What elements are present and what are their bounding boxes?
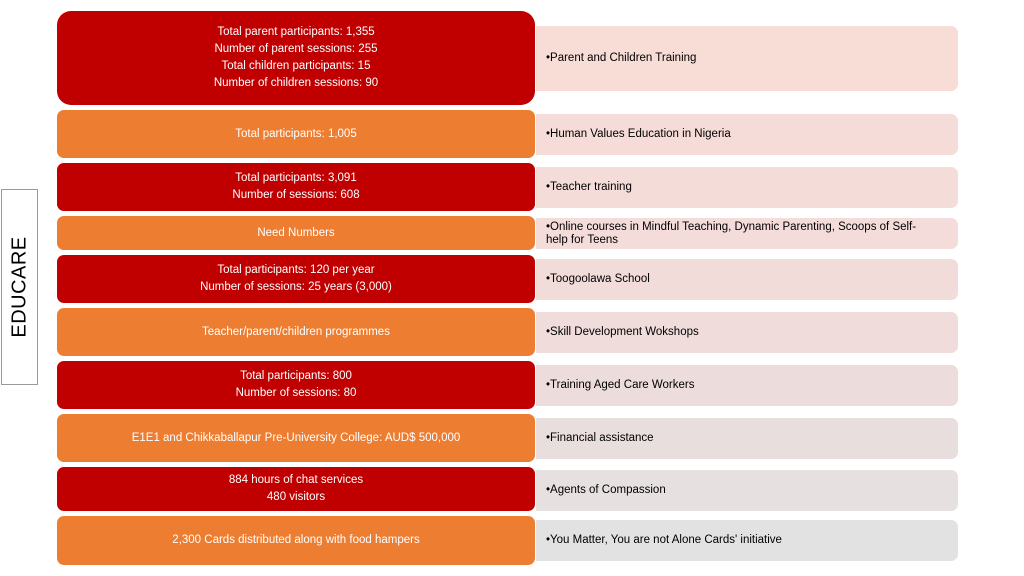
program-stat-line: Number of children sessions: 90 [213,77,379,89]
program-stat-line: Total participants: 120 per year [217,264,375,276]
program-stat-line: Total participants: 1,005 [235,127,357,140]
program-stats-box: Teacher/parent/children programmes [57,308,535,356]
program-stats-box: Total participants: 120 per year Number o… [57,255,535,303]
program-name-box: •Toogoolawa School [536,259,958,300]
program-name: •Toogoolawa School [546,273,650,285]
program-stats-box: Total participants: 1,005 [57,110,535,158]
program-name-box: •Skill Development Wokshops [536,312,958,353]
program-stat-line: Need Numbers [257,226,335,239]
program-stat-line: Total participants: 3,091 [235,172,357,184]
program-name: •Online courses in Mindful Teaching, Dyn… [546,220,917,246]
program-name-box: •Human Values Education in Nigeria [536,114,958,155]
program-stat-line: Number of sessions: 608 [232,189,360,201]
program-stat-line: Number of sessions: 25 years (3,000) [200,281,392,293]
program-stats-box: E1E1 and Chikkaballapur Pre-University C… [57,414,535,462]
program-stat-line: Total participants: 800 [240,370,352,382]
program-name: •Teacher training [546,181,632,193]
program-stat-line: 884 hours of chat services [228,474,364,486]
program-name-box: •Financial assistance [536,418,958,459]
program-name-box: •Parent and Children Training [536,26,958,91]
educare-side-label: EDUCARE [1,189,38,385]
program-stat-line: Total children participants: 15 [221,60,371,72]
program-stat-line: 480 visitors [266,491,326,503]
program-name: •Human Values Education in Nigeria [546,128,731,140]
program-stat-line: E1E1 and Chikkaballapur Pre-University C… [131,431,461,444]
program-stats-box: Total participants: 800 Number of session… [57,361,535,409]
program-name: •You Matter, You are not Alone Cards' in… [546,534,782,546]
program-name-box: •Online courses in Mindful Teaching, Dyn… [536,218,958,249]
program-stats-box: 2,300 Cards distributed along with food … [57,516,535,565]
program-stat-line: Number of sessions: 80 [235,387,357,399]
program-name-box: •Teacher training [536,167,958,208]
program-name: •Skill Development Wokshops [546,326,699,338]
educare-label-text: EDUCARE [8,236,30,338]
program-stats-box: Total parent participants: 1,355 Number o… [57,11,535,105]
program-stats-box: 884 hours of chat services 480 visitors [57,467,535,511]
program-stats-box: Need Numbers [57,216,535,250]
program-name-box: •Agents of Compassion [536,470,958,511]
program-name-box: •Training Aged Care Workers [536,365,958,406]
program-name: •Parent and Children Training [546,52,697,64]
program-stat-line: Number of parent sessions: 255 [214,43,378,55]
program-name: •Agents of Compassion [546,484,666,496]
program-name: •Financial assistance [546,432,654,444]
program-name: •Training Aged Care Workers [546,379,695,391]
program-stat-line: Total parent participants: 1,355 [217,26,375,38]
program-stats-box: Total participants: 3,091 Number of sessi… [57,163,535,211]
program-stat-line: 2,300 Cards distributed along with food … [172,534,420,546]
program-stat-line: Teacher/parent/children programmes [202,325,390,338]
program-name-box: •You Matter, You are not Alone Cards' in… [536,520,958,561]
